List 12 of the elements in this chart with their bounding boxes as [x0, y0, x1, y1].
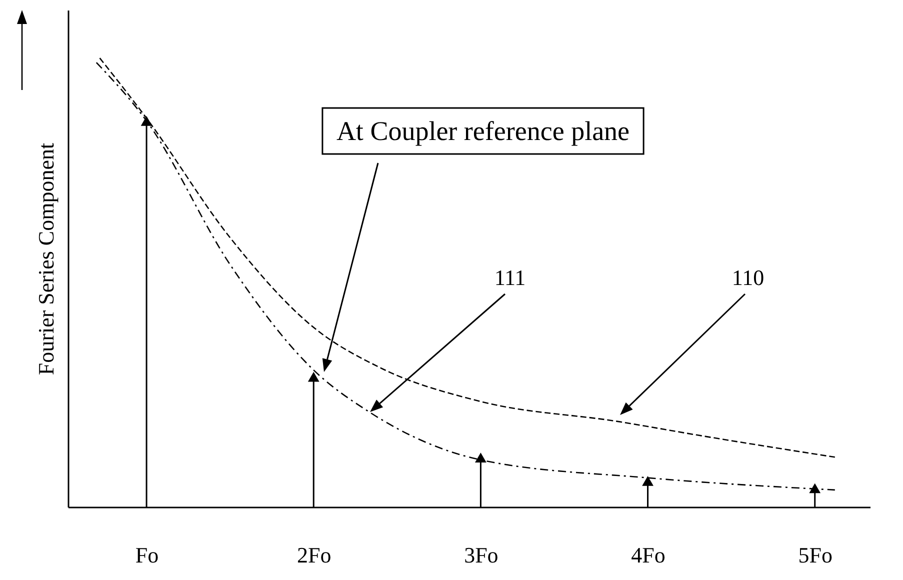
x-tick-label: 2Fo	[296, 542, 332, 568]
x-tick-label: Fo	[135, 542, 159, 568]
x-tick-label: 4Fo	[631, 542, 666, 568]
point	[474, 452, 486, 463]
x-tick-label: 3Fo	[464, 542, 498, 568]
annotation: 110	[732, 265, 764, 290]
annotation: At Coupler reference plane	[336, 116, 630, 146]
annotation: 111	[494, 265, 526, 290]
point	[308, 372, 320, 382]
x-tick-label: 5Fo	[798, 542, 832, 568]
point	[642, 476, 654, 486]
y-axis-title: Fourier Series Component	[34, 142, 58, 376]
